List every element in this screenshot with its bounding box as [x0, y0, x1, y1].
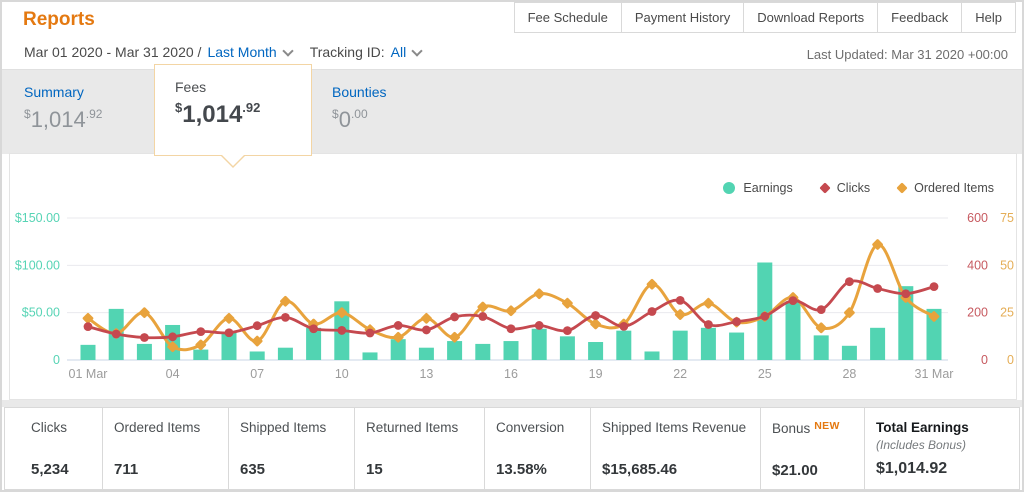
stat-returned-items: Returned Items 15: [355, 408, 485, 489]
svg-text:600: 600: [967, 211, 988, 225]
clicks-diamond-icon: [819, 182, 831, 194]
svg-text:28: 28: [842, 367, 856, 381]
svg-text:200: 200: [967, 306, 988, 320]
svg-text:75: 75: [1000, 211, 1014, 225]
earnings-chart-card: Earnings Clicks Ordered Items 0 0 0 $50.00 2…: [9, 153, 1017, 400]
download-reports-button[interactable]: Download Reports: [743, 2, 879, 33]
stat-clicks: Clicks 5,234: [5, 408, 103, 489]
tab-label: Bounties: [332, 84, 387, 100]
chevron-down-icon[interactable]: [411, 44, 423, 57]
svg-text:22: 22: [673, 367, 687, 381]
svg-text:0: 0: [981, 353, 988, 367]
svg-text:10: 10: [335, 367, 349, 381]
header-nav: Fee Schedule Payment History Download Re…: [513, 2, 1016, 33]
earnings-circle-icon: [723, 182, 736, 194]
filter-bar: Mar 01 2020 - Mar 31 2020 / Last Month T…: [24, 44, 423, 60]
tab-amount: $1,014.92: [24, 107, 103, 132]
tab-bounties[interactable]: Bounties $0.00: [332, 84, 386, 133]
date-range-text: Mar 01 2020 - Mar 31 2020 /: [24, 44, 202, 60]
svg-text:31 Mar: 31 Mar: [915, 367, 954, 381]
svg-text:13: 13: [419, 367, 433, 381]
svg-text:0: 0: [1007, 353, 1014, 367]
tab-amount: $0.00: [332, 107, 368, 132]
new-badge: NEW: [814, 420, 840, 432]
section-divider: [2, 400, 1022, 407]
svg-text:$150.00: $150.00: [15, 211, 60, 225]
legend-label: Clicks: [836, 181, 871, 195]
stat-ordered-items: Ordered Items 711: [103, 408, 229, 489]
legend-item-clicks[interactable]: Clicks: [819, 181, 871, 195]
legend-item-ordered-items[interactable]: Ordered Items: [896, 181, 994, 195]
svg-text:07: 07: [250, 367, 264, 381]
legend-item-earnings[interactable]: Earnings: [723, 181, 793, 195]
help-button[interactable]: Help: [961, 2, 1016, 33]
tab-label: Summary: [24, 84, 84, 100]
svg-text:25: 25: [1000, 306, 1014, 320]
stat-conversion: Conversion 13.58%: [485, 408, 591, 489]
svg-text:16: 16: [504, 367, 518, 381]
stat-total-earnings: Total Earnings (Includes Bonus) $1,014.9…: [865, 408, 1019, 489]
svg-text:$100.00: $100.00: [15, 258, 60, 272]
chart-legend: Earnings Clicks Ordered Items: [723, 181, 994, 195]
date-preset-dropdown[interactable]: Last Month: [207, 44, 277, 60]
svg-text:$50.00: $50.00: [22, 306, 60, 320]
stat-shipped-items-revenue: Shipped Items Revenue $15,685.46: [591, 408, 761, 489]
includes-bonus-note: (Includes Bonus): [876, 438, 967, 452]
svg-text:04: 04: [166, 367, 180, 381]
tracking-id-dropdown[interactable]: All: [390, 44, 407, 60]
feedback-button[interactable]: Feedback: [877, 2, 963, 33]
svg-text:400: 400: [967, 258, 988, 272]
svg-text:01 Mar: 01 Mar: [69, 367, 108, 381]
page-title: Reports: [23, 9, 95, 30]
legend-label: Ordered Items: [914, 181, 994, 195]
stat-bonus: Bonus NEW $21.00: [761, 408, 865, 489]
svg-text:50: 50: [1000, 258, 1014, 272]
stat-shipped-items: Shipped Items 635: [229, 408, 355, 489]
svg-text:0: 0: [53, 353, 60, 367]
last-updated-text: Last Updated: Mar 31 2020 +00:00: [806, 47, 1008, 62]
tab-amount: $1,014.92: [175, 100, 261, 128]
tab-fees-active[interactable]: Fees $1,014.92: [154, 64, 312, 168]
svg-text:25: 25: [758, 367, 772, 381]
fee-schedule-button[interactable]: Fee Schedule: [513, 2, 622, 33]
payment-history-button[interactable]: Payment History: [620, 2, 745, 33]
tab-summary[interactable]: Summary $1,014.92: [24, 84, 102, 133]
earnings-clicks-ordered-combo-chart: 0 0 0 $50.00 200 25 $100.00 400 50 $150.00 600 75 01…: [15, 211, 1014, 381]
tab-label: Fees: [175, 79, 207, 95]
chevron-down-icon[interactable]: [282, 44, 294, 57]
tracking-id-label: Tracking ID:: [309, 44, 385, 60]
ordered-items-diamond-icon: [896, 182, 908, 194]
svg-text:19: 19: [589, 367, 603, 381]
legend-label: Earnings: [743, 181, 793, 195]
summary-stats-table: Clicks 5,234 Ordered Items 711 Shipped I…: [4, 407, 1020, 490]
